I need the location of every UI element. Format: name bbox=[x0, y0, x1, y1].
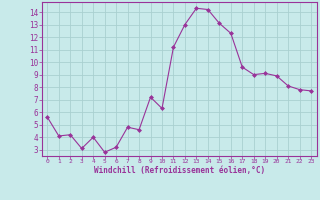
X-axis label: Windchill (Refroidissement éolien,°C): Windchill (Refroidissement éolien,°C) bbox=[94, 166, 265, 175]
